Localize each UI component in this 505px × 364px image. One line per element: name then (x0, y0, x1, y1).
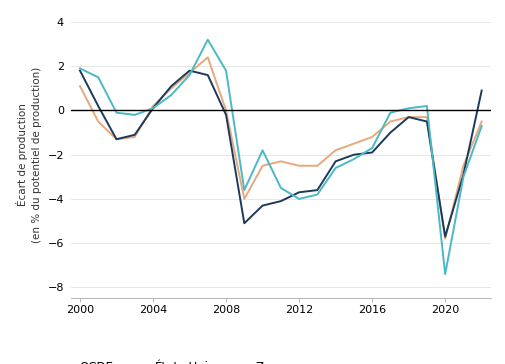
OCDE (460, 163, 466, 168)
Zone euro (259, 148, 265, 153)
Zone euro (113, 111, 119, 115)
États-Unis (387, 130, 393, 135)
Zone euro (223, 68, 229, 73)
États-Unis (113, 137, 119, 141)
OCDE (186, 71, 192, 75)
Line: Zone euro: Zone euro (80, 40, 481, 274)
Zone euro (168, 93, 174, 97)
États-Unis (368, 150, 374, 155)
États-Unis (149, 106, 156, 110)
Zone euro (295, 197, 301, 201)
Zone euro (441, 272, 447, 276)
États-Unis (223, 113, 229, 117)
OCDE (205, 55, 211, 60)
Zone euro (460, 175, 466, 179)
Zone euro (77, 66, 83, 71)
Zone euro (478, 124, 484, 128)
OCDE (277, 159, 283, 163)
Zone euro (405, 106, 411, 110)
OCDE (295, 163, 301, 168)
Zone euro (314, 192, 320, 197)
États-Unis (423, 119, 429, 124)
Zone euro (277, 186, 283, 190)
États-Unis (205, 73, 211, 77)
OCDE (423, 115, 429, 119)
OCDE (149, 104, 156, 108)
OCDE (223, 108, 229, 112)
Zone euro (332, 166, 338, 170)
OCDE (332, 148, 338, 153)
Line: OCDE: OCDE (80, 58, 481, 239)
États-Unis (295, 190, 301, 194)
Zone euro (95, 75, 101, 79)
Line: États-Unis: États-Unis (80, 71, 481, 237)
OCDE (241, 197, 247, 201)
États-Unis (131, 132, 137, 137)
OCDE (77, 84, 83, 88)
États-Unis (241, 221, 247, 225)
OCDE (168, 86, 174, 91)
États-Unis (259, 203, 265, 208)
États-Unis (478, 88, 484, 93)
OCDE (405, 115, 411, 119)
Zone euro (368, 146, 374, 150)
États-Unis (186, 68, 192, 73)
Zone euro (423, 104, 429, 108)
États-Unis (460, 173, 466, 177)
OCDE (314, 163, 320, 168)
Zone euro (241, 188, 247, 192)
OCDE (387, 119, 393, 124)
Zone euro (131, 113, 137, 117)
États-Unis (332, 159, 338, 163)
Zone euro (149, 106, 156, 110)
OCDE (113, 137, 119, 141)
États-Unis (95, 104, 101, 108)
OCDE (441, 237, 447, 241)
OCDE (131, 135, 137, 139)
États-Unis (77, 68, 83, 73)
États-Unis (350, 153, 356, 157)
États-Unis (405, 115, 411, 119)
Zone euro (350, 157, 356, 161)
Zone euro (186, 73, 192, 77)
OCDE (259, 163, 265, 168)
États-Unis (168, 84, 174, 88)
États-Unis (314, 188, 320, 192)
OCDE (350, 142, 356, 146)
États-Unis (277, 199, 283, 203)
Zone euro (387, 111, 393, 115)
OCDE (95, 119, 101, 124)
États-Unis (441, 234, 447, 239)
Legend: OCDE, États-Unis, Zone euro: OCDE, États-Unis, Zone euro (47, 356, 320, 364)
OCDE (478, 119, 484, 124)
Y-axis label: Écart de production
(en % du potentiel de production): Écart de production (en % du potentiel d… (16, 67, 42, 243)
OCDE (368, 135, 374, 139)
Zone euro (205, 37, 211, 42)
